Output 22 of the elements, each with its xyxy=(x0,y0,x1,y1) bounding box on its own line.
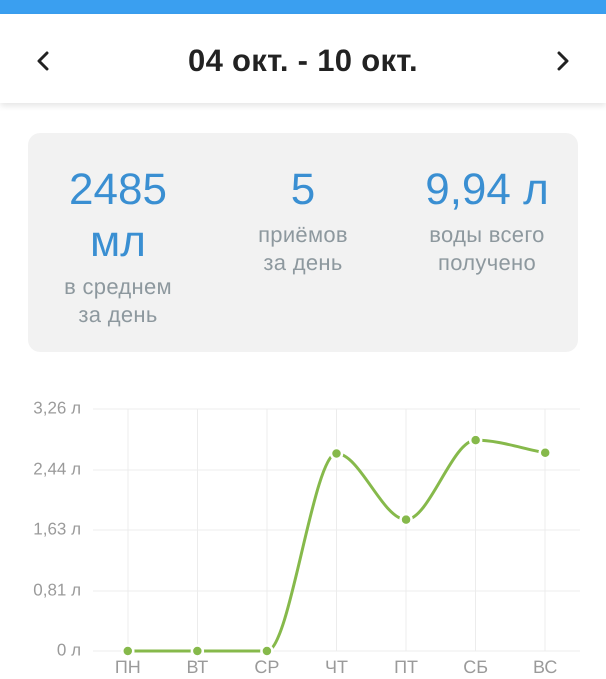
text: 5 xyxy=(290,164,316,216)
point xyxy=(468,433,482,447)
text: воды всего получено xyxy=(428,221,546,276)
point xyxy=(330,446,344,460)
x-tick-label: ЧТ xyxy=(325,656,348,677)
y-tick-label: 3,26 л xyxy=(33,398,81,418)
y-tick-label: 0,81 л xyxy=(33,580,81,600)
x-tick-label: ВТ xyxy=(186,656,208,677)
text: 04 окт. - 10 окт. xyxy=(188,43,418,78)
x-tick-label: ПН xyxy=(114,656,141,677)
x-tick-label: СБ xyxy=(463,656,488,677)
x-tick-label: ВС xyxy=(533,656,558,677)
y-tick-label: 0 л xyxy=(56,640,81,660)
x-tick-label: СР xyxy=(254,656,280,677)
y-tick-label: 1,63 л xyxy=(33,520,81,539)
text: приёмов за день xyxy=(257,221,349,276)
text: 9,94 л xyxy=(425,164,549,216)
point xyxy=(399,512,413,526)
x-tick-label: ПТ xyxy=(394,656,418,677)
text: в среднем за день xyxy=(63,273,173,328)
text: 2485 мл xyxy=(68,164,168,268)
y-tick-label: 2,44 л xyxy=(33,460,81,479)
